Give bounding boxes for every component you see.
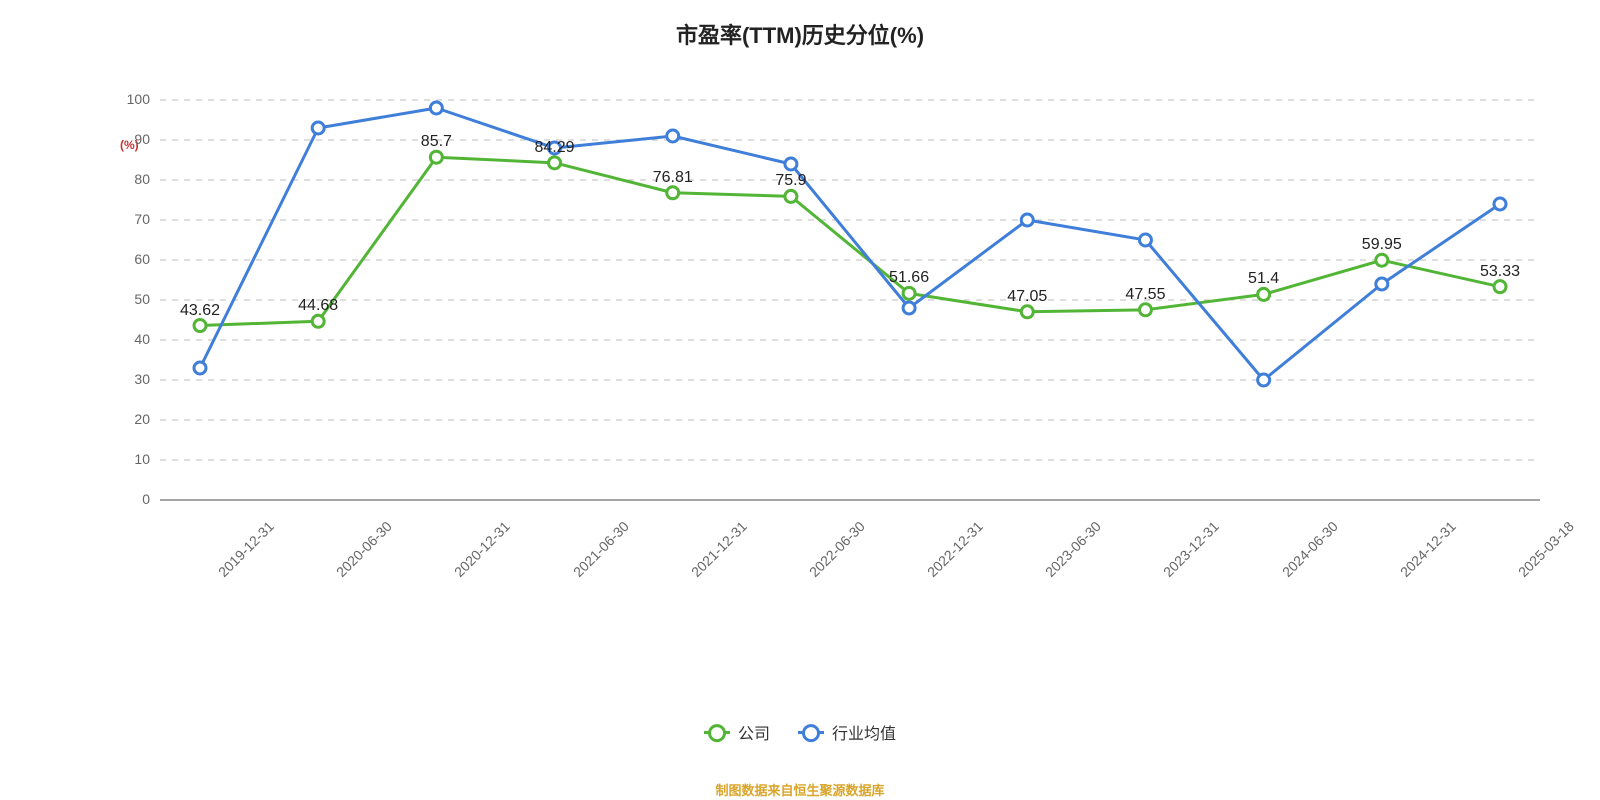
data-point-label: 76.81 xyxy=(653,169,693,187)
y-tick-label: 100 xyxy=(110,91,150,107)
data-point-label: 47.05 xyxy=(1007,288,1047,306)
y-tick-label: 60 xyxy=(110,251,150,267)
data-point-label: 44.68 xyxy=(298,297,338,315)
chart-svg xyxy=(0,0,1600,800)
legend-item[interactable]: 公司 xyxy=(704,720,770,744)
y-tick-label: 40 xyxy=(110,331,150,347)
y-tick-label: 20 xyxy=(110,411,150,427)
chart-legend: 公司 行业均值 xyxy=(0,720,1600,744)
pe-percentile-chart: 市盈率(TTM)历史分位(%) (%) 公司行业均值 制图数据来自恒生聚源数据库… xyxy=(0,0,1600,800)
chart-footer: 制图数据来自恒生聚源数据库 xyxy=(0,780,1600,799)
y-tick-label: 50 xyxy=(110,291,150,307)
data-point-label: 51.66 xyxy=(889,269,929,287)
legend-item[interactable]: 行业均值 xyxy=(798,720,896,744)
data-point-label: 59.95 xyxy=(1362,236,1402,254)
y-tick-label: 30 xyxy=(110,371,150,387)
y-tick-label: 10 xyxy=(110,451,150,467)
data-point-label: 53.33 xyxy=(1480,263,1520,281)
data-point-label: 51.4 xyxy=(1248,270,1279,288)
y-tick-label: 80 xyxy=(110,171,150,187)
data-point-label: 75.9 xyxy=(775,172,806,190)
y-tick-label: 0 xyxy=(110,491,150,507)
y-tick-label: 90 xyxy=(110,131,150,147)
data-point-label: 85.7 xyxy=(421,133,452,151)
legend-label: 公司 xyxy=(738,720,770,744)
legend-label: 行业均值 xyxy=(832,720,896,744)
data-point-label: 43.62 xyxy=(180,302,220,320)
data-point-label: 84.29 xyxy=(535,139,575,157)
data-point-label: 47.55 xyxy=(1125,286,1165,304)
y-tick-label: 70 xyxy=(110,211,150,227)
